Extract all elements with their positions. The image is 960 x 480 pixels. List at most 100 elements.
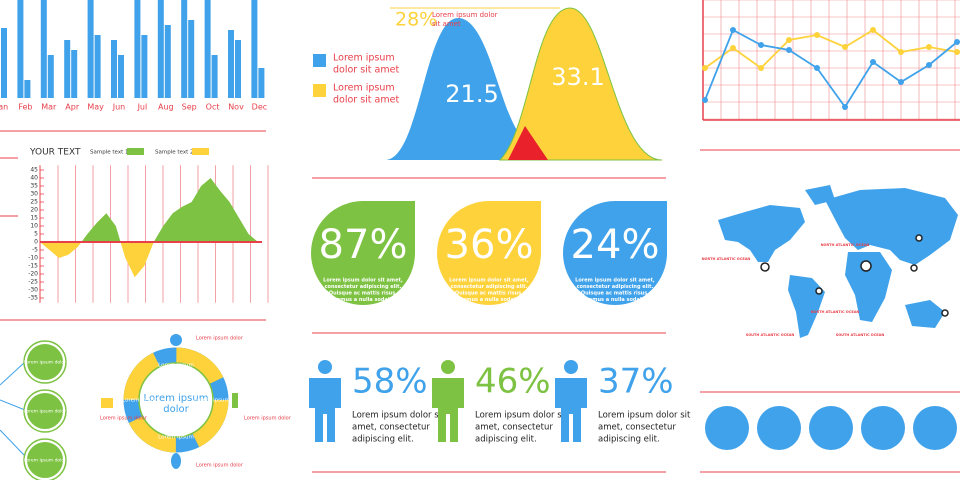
callout-text: Lorem ipsum dolor bbox=[432, 11, 498, 19]
peak-label: 21.5 bbox=[445, 80, 498, 108]
cycle-note: Lorem ipsum dolor bbox=[196, 336, 244, 342]
point bbox=[926, 62, 932, 68]
callout-value: 28% bbox=[395, 9, 437, 31]
cycle-center: dolor bbox=[163, 404, 189, 415]
bar bbox=[40, 0, 47, 98]
x-tick-label: Oct bbox=[206, 103, 220, 112]
bar bbox=[1, 28, 7, 98]
cycle-center: Lorem ipsum bbox=[144, 393, 209, 404]
y-tick-label: 30 bbox=[30, 191, 38, 198]
bar bbox=[24, 80, 31, 98]
percent-badge bbox=[563, 201, 667, 305]
x-tick-label: Jul bbox=[137, 103, 148, 112]
bar bbox=[71, 50, 78, 98]
legend-label: dolor sit amet bbox=[333, 65, 399, 76]
y-tick-label: -5 bbox=[32, 247, 38, 254]
legend-swatch bbox=[192, 148, 209, 155]
y-tick-label: 45 bbox=[30, 167, 38, 174]
y-tick-label: 40 bbox=[30, 175, 38, 182]
person-icon bbox=[309, 360, 341, 442]
people-text: Lorem ipsum dolor sit bbox=[352, 411, 445, 421]
person-body bbox=[309, 378, 341, 442]
node-ring bbox=[23, 438, 67, 480]
bell-curves bbox=[385, 7, 663, 161]
people-text: amet, consectetur bbox=[475, 423, 553, 433]
percent-text: Lorem ipsum dolor sit amet, bbox=[575, 278, 655, 284]
bar bbox=[94, 35, 101, 98]
legend-label: Lorem ipsum bbox=[333, 83, 395, 94]
people-text: Lorem ipsum dolor sit bbox=[475, 411, 568, 421]
point bbox=[786, 37, 792, 43]
y-tick-label: -25 bbox=[28, 279, 38, 286]
peak-label: 33.1 bbox=[551, 63, 604, 91]
person-body bbox=[555, 378, 587, 442]
legend-label: dolor sit amet bbox=[333, 95, 399, 106]
node-links bbox=[0, 361, 26, 457]
line bbox=[704, 28, 958, 109]
bar bbox=[258, 68, 265, 98]
x-tick-label: Aug bbox=[158, 103, 174, 112]
bottom-circles bbox=[705, 406, 957, 450]
bar bbox=[181, 0, 188, 98]
person-head bbox=[441, 360, 455, 374]
x-tick-label: Nov bbox=[228, 103, 244, 112]
percent-badge bbox=[437, 201, 541, 305]
point bbox=[730, 45, 736, 51]
person-icon bbox=[432, 360, 464, 442]
percent-text: consectetur adipiscing elit. bbox=[451, 284, 528, 290]
percent-value: 36% bbox=[445, 222, 534, 268]
people-value: 58% bbox=[352, 362, 428, 402]
percent-text: consectetur adipiscing elit. bbox=[325, 284, 402, 290]
cycle-note: Lorem ipsum dolor bbox=[100, 416, 148, 422]
percent-text: Lorem ipsum dolor sit amet, bbox=[449, 278, 529, 284]
bar bbox=[188, 20, 195, 98]
legend-swatch bbox=[313, 54, 326, 67]
cycle-segment: Lorem ipsum bbox=[158, 363, 194, 369]
point bbox=[954, 49, 960, 55]
map-label: SOUTH ATLANTIC OCEAN bbox=[836, 333, 885, 337]
y-tick-label: -35 bbox=[28, 295, 38, 302]
point bbox=[842, 44, 848, 50]
bar bbox=[47, 55, 54, 98]
bar bbox=[111, 40, 117, 98]
people-value: 46% bbox=[475, 362, 551, 402]
y-tick-label: 5 bbox=[34, 231, 38, 238]
people-text: amet, consectetur bbox=[352, 423, 430, 433]
people-value: 37% bbox=[598, 362, 674, 402]
y-tick-label: 25 bbox=[30, 199, 38, 206]
callout-text: sit amet bbox=[432, 20, 461, 28]
point bbox=[898, 49, 904, 55]
y-tick-label: -10 bbox=[28, 255, 38, 262]
node bbox=[25, 391, 65, 431]
x-tick-label: May bbox=[87, 103, 104, 112]
percent-text: Quisque ac mattis risus. bbox=[581, 291, 649, 297]
point bbox=[730, 27, 736, 33]
map-markers bbox=[760, 234, 949, 317]
world-map bbox=[718, 185, 958, 338]
bar bbox=[134, 0, 141, 98]
node-ring bbox=[23, 340, 67, 384]
node-label: Lorem ipsum dolor bbox=[24, 409, 66, 415]
bar bbox=[164, 25, 171, 98]
legend-label: Lorem ipsum bbox=[333, 53, 395, 64]
percent-text: Lorem ipsum dolor sit amet, bbox=[323, 278, 403, 284]
x-tick-label: Feb bbox=[18, 103, 32, 112]
map-label: SOUTH ATLANTIC OCEAN bbox=[746, 333, 795, 337]
area-negative bbox=[40, 242, 258, 278]
x-tick-label: Mar bbox=[41, 103, 57, 112]
percent-text: Quisque ac mattis risus. bbox=[329, 291, 397, 297]
person-body bbox=[432, 378, 464, 442]
percent-text: Vivamus a nulla sodales. bbox=[454, 297, 524, 303]
point bbox=[954, 39, 960, 45]
person-head bbox=[318, 360, 332, 374]
point bbox=[702, 65, 708, 71]
point bbox=[842, 104, 848, 110]
map-label: NORTH ATLANTIC OCEAN bbox=[702, 257, 751, 261]
point bbox=[814, 65, 820, 71]
cycle-diagram bbox=[101, 334, 238, 469]
node bbox=[25, 342, 65, 382]
separators bbox=[0, 130, 960, 473]
bar bbox=[157, 0, 164, 98]
cycle-segment: Lorem ipsum bbox=[122, 398, 158, 404]
